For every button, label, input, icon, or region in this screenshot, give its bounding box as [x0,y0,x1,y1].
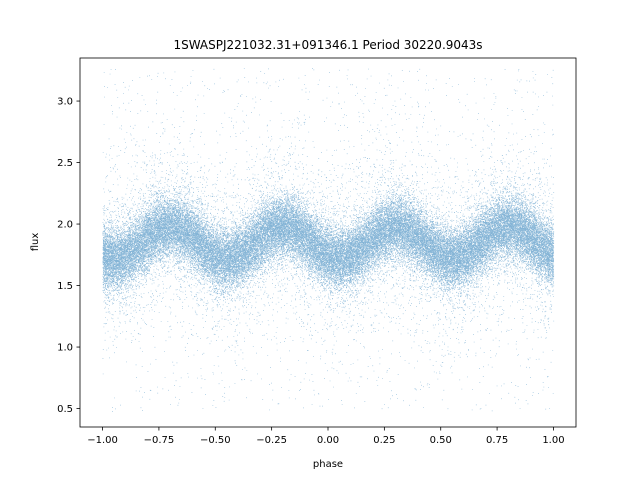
x-tick-label: 0.25 [373,435,395,446]
y-axis-label: flux [30,233,41,252]
chart-title: 1SWASPJ221032.31+091346.1 Period 30220.9… [173,38,482,52]
scatter-points [102,68,555,412]
y-tick-label: 0.5 [57,404,73,415]
x-tick-label: −0.75 [144,435,175,446]
y-tick-label: 1.5 [57,281,73,292]
scatter-series-points [102,68,555,412]
x-tick-label: −0.50 [200,435,231,446]
x-tick-label: −0.25 [256,435,287,446]
x-axis-label: phase [313,459,343,470]
x-tick-label: 0.50 [430,435,452,446]
x-tick-label: 0.00 [317,435,339,446]
y-tick-label: 3.0 [57,97,73,108]
x-tick-label: −1.00 [87,435,118,446]
y-axis-ticks: 0.5 1.0 1.5 2.0 2.5 3.0 [57,97,80,415]
x-tick-label: 0.75 [486,435,508,446]
y-tick-label: 2.0 [57,220,73,231]
y-tick-label: 1.0 [57,343,73,354]
y-tick-label: 2.5 [57,158,73,169]
x-tick-label: 1.00 [542,435,564,446]
x-axis-ticks: −1.00 −0.75 −0.50 −0.25 0.00 0.25 0.50 0.75 1.00 [87,427,565,446]
